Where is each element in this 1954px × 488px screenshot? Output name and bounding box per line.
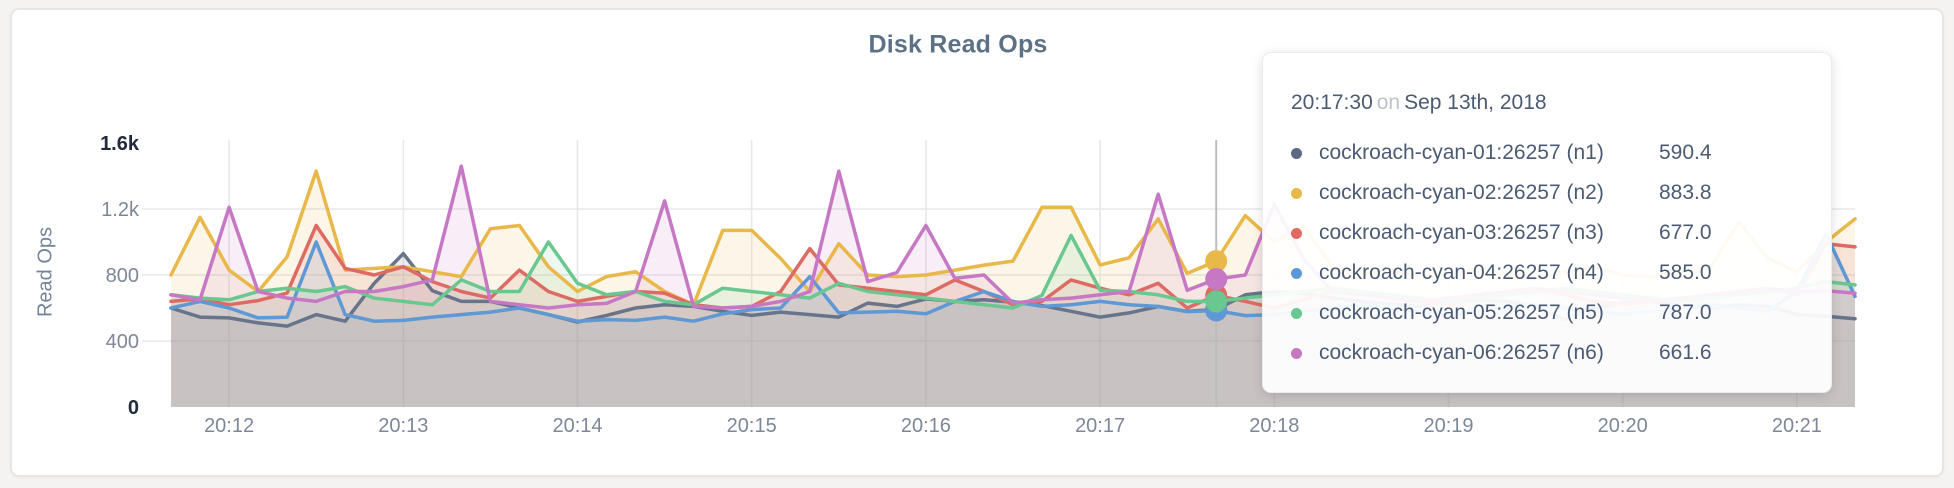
x-axis-tick-label: 20:13 (378, 415, 428, 437)
hover-dot (1205, 268, 1228, 291)
x-axis-tick-label: 20:15 (727, 415, 777, 437)
series-value: 787.0 (1659, 301, 1712, 324)
series-color-dot-icon (1291, 267, 1302, 279)
tooltip-row: cockroach-cyan-06:26257 (n6) 661.6 (1291, 333, 1803, 373)
tooltip-row: cockroach-cyan-04:26257 (n4) 585.0 (1291, 253, 1803, 293)
tooltip-row: cockroach-cyan-01:26257 (n1) 590.4 (1291, 133, 1803, 173)
x-axis-tick-label: 20:12 (204, 415, 254, 437)
x-axis-tick-label: 20:17 (1075, 415, 1125, 437)
x-axis-tick-label: 20:20 (1598, 415, 1648, 437)
series-value: 585.0 (1659, 261, 1712, 284)
tooltip-on-word: on (1376, 91, 1401, 114)
hover-tooltip: 20:17:30 on Sep 13th, 2018 cockroach-cyan-… (1262, 52, 1832, 393)
series-name: cockroach-cyan-06:26257 (n6) (1319, 341, 1604, 364)
series-color-dot-icon (1291, 307, 1302, 319)
x-axis-tick-label: 20:19 (1423, 415, 1473, 437)
chart-title: Disk Read Ops (868, 30, 1048, 59)
series-name: cockroach-cyan-01:26257 (n1) (1319, 141, 1604, 164)
series-name: cockroach-cyan-03:26257 (n3) (1319, 221, 1604, 244)
series-color-dot-icon (1291, 147, 1302, 159)
tooltip-time: 20:17:30 (1291, 91, 1373, 114)
series-name: cockroach-cyan-05:26257 (n5) (1319, 301, 1604, 324)
y-axis-tick-label: 1.6k (100, 133, 140, 155)
tooltip-row: cockroach-cyan-05:26257 (n5) 787.0 (1291, 293, 1803, 333)
y-axis-tick-label: 0 (128, 397, 139, 419)
tooltip-date: Sep 13th, 2018 (1404, 91, 1547, 114)
tooltip-header: 20:17:30 on Sep 13th, 2018 (1291, 89, 1803, 117)
series-name: cockroach-cyan-02:26257 (n2) (1319, 181, 1604, 204)
series-color-dot-icon (1291, 347, 1302, 359)
series-name: cockroach-cyan-04:26257 (n4) (1319, 261, 1604, 284)
y-axis-tick-label: 400 (106, 331, 139, 353)
series-value: 677.0 (1659, 221, 1712, 244)
hover-dot (1205, 290, 1228, 313)
y-axis-tick-label: 1.2k (101, 199, 140, 221)
tooltip-rows: cockroach-cyan-01:26257 (n1) 590.4 cockroa… (1291, 133, 1803, 373)
tooltip-row: cockroach-cyan-03:26257 (n3) 677.0 (1291, 213, 1803, 253)
hover-dot (1205, 250, 1228, 273)
tooltip-row: cockroach-cyan-02:26257 (n2) 883.8 (1291, 173, 1803, 213)
x-axis-tick-label: 20:18 (1249, 415, 1299, 437)
series-value: 661.6 (1659, 341, 1712, 364)
x-axis-tick-label: 20:16 (901, 415, 951, 437)
series-color-dot-icon (1291, 227, 1302, 239)
series-value: 883.8 (1659, 181, 1712, 204)
x-axis-tick-label: 20:21 (1772, 415, 1822, 437)
series-color-dot-icon (1291, 187, 1302, 199)
y-axis-tick-label: 800 (106, 265, 139, 287)
series-value: 590.4 (1659, 141, 1712, 164)
x-axis-tick-label: 20:14 (552, 415, 602, 437)
